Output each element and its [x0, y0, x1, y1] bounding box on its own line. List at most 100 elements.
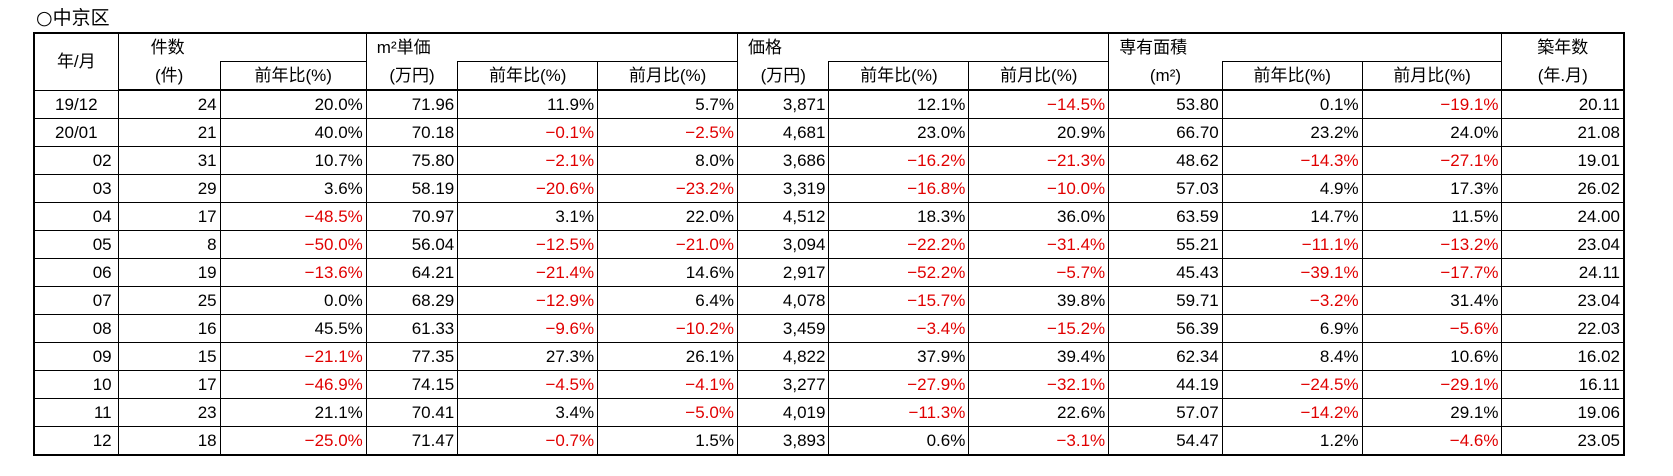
cell-area: 53.80: [1108, 89, 1223, 119]
cell-area: 48.62: [1108, 146, 1223, 175]
cell-price: 3,319: [736, 174, 830, 203]
cell-year-month: 20/01: [32, 118, 119, 147]
cell-count-yoy: 21.1%: [219, 398, 367, 427]
cell-age: 21.08: [1501, 118, 1626, 147]
cell-age: 16.02: [1501, 342, 1626, 371]
cell-area: 55.21: [1108, 230, 1223, 259]
cell-count: 17: [117, 202, 221, 231]
cell-area-mom: 31.4%: [1361, 286, 1503, 315]
cell-year-month: 19/12: [32, 89, 119, 119]
cell-area: 44.19: [1108, 370, 1223, 399]
cell-year-month: 03: [32, 174, 119, 203]
cell-area-mom: 24.0%: [1361, 118, 1503, 147]
cell-price: 4,681: [736, 118, 830, 147]
cell-unit-price-yoy: −20.6%: [457, 174, 599, 203]
cell-unit-price-mom: 5.7%: [597, 89, 738, 119]
cell-price-mom: −15.2%: [968, 314, 1110, 343]
cell-year-month: 05: [32, 230, 119, 259]
cell-area-yoy: −14.3%: [1221, 146, 1363, 175]
cell-price-mom: −32.1%: [968, 370, 1110, 399]
cell-area-yoy: −3.2%: [1221, 286, 1363, 315]
cell-area-mom: −27.1%: [1361, 146, 1503, 175]
cell-unit-price-yoy: −0.7%: [457, 426, 599, 456]
cell-unit-price-yoy: 3.1%: [457, 202, 599, 231]
table-row: 05 8 −50.0% 56.04 −12.5% −21.0% 3,094 −22.2% −31…: [32, 230, 1626, 259]
cell-price-yoy: −22.2%: [828, 230, 970, 259]
cell-price: 4,078: [736, 286, 830, 315]
cell-unit-price-mom: 8.0%: [597, 146, 738, 175]
cell-area-mom: 29.1%: [1361, 398, 1503, 427]
cell-price-yoy: −3.4%: [828, 314, 970, 343]
cell-unit-price-mom: 14.6%: [597, 258, 738, 287]
cell-area-mom: 10.6%: [1361, 342, 1503, 371]
header-age: 築年数: [1501, 32, 1626, 62]
cell-count-yoy: 10.7%: [219, 146, 367, 175]
cell-area: 63.59: [1108, 202, 1223, 231]
cell-area-yoy: −24.5%: [1221, 370, 1363, 399]
cell-unit-price-yoy: −2.1%: [457, 146, 599, 175]
header-price-mom: 前月比(%): [968, 61, 1110, 91]
cell-price: 3,094: [736, 230, 830, 259]
cell-price-mom: 39.4%: [968, 342, 1110, 371]
table-row: 12 18 −25.0% 71.47 −0.7% 1.5% 3,893 0.6% −3.1% 54…: [32, 426, 1626, 456]
cell-price: 4,019: [736, 398, 830, 427]
cell-unit-price-yoy: −0.1%: [457, 118, 599, 147]
cell-age: 23.04: [1501, 230, 1626, 259]
cell-price-mom: −10.0%: [968, 174, 1110, 203]
header-area-mom: 前月比(%): [1361, 61, 1503, 91]
table-body: 19/12 24 20.0% 71.96 11.9% 5.7% 3,871 12.1% −14.…: [32, 89, 1626, 456]
cell-price-yoy: −16.2%: [828, 146, 970, 175]
cell-area-mom: −5.6%: [1361, 314, 1503, 343]
cell-count: 8: [117, 230, 221, 259]
cell-unit-price: 61.33: [365, 314, 459, 343]
cell-unit-price-mom: 26.1%: [597, 342, 738, 371]
cell-count: 25: [117, 286, 221, 315]
cell-count-yoy: −21.1%: [219, 342, 367, 371]
cell-unit-price: 77.35: [365, 342, 459, 371]
header-area: 専有面積: [1108, 32, 1223, 62]
district-title: ○中京区: [36, 7, 110, 29]
table-row: 09 15 −21.1% 77.35 27.3% 26.1% 4,822 37.9% 39.4%…: [32, 342, 1626, 371]
cell-unit-price-mom: −21.0%: [597, 230, 738, 259]
cell-count: 29: [117, 174, 221, 203]
cell-count-yoy: 45.5%: [219, 314, 367, 343]
cell-area: 59.71: [1108, 286, 1223, 315]
cell-count-yoy: 0.0%: [219, 286, 367, 315]
cell-unit-price-yoy: −21.4%: [457, 258, 599, 287]
header-price-unit: (万円): [736, 61, 830, 91]
cell-area: 54.47: [1108, 426, 1223, 456]
cell-unit-price-yoy: 11.9%: [457, 89, 599, 119]
cell-unit-price-mom: 22.0%: [597, 202, 738, 231]
cell-year-month: 08: [32, 314, 119, 343]
cell-price: 3,277: [736, 370, 830, 399]
cell-unit-price-yoy: −12.5%: [457, 230, 599, 259]
cell-age: 26.02: [1501, 174, 1626, 203]
cell-unit-price-yoy: −4.5%: [457, 370, 599, 399]
cell-price-yoy: −11.3%: [828, 398, 970, 427]
cell-year-month: 11: [32, 398, 119, 427]
header-area-yoy: 前年比(%): [1221, 61, 1363, 91]
cell-area-yoy: 0.1%: [1221, 89, 1363, 119]
cell-age: 24.00: [1501, 202, 1626, 231]
cell-area-yoy: −14.2%: [1221, 398, 1363, 427]
cell-unit-price: 58.19: [365, 174, 459, 203]
cell-price-mom: −5.7%: [968, 258, 1110, 287]
cell-price: 3,893: [736, 426, 830, 456]
cell-area-yoy: 14.7%: [1221, 202, 1363, 231]
cell-price-yoy: 23.0%: [828, 118, 970, 147]
cell-area-yoy: 6.9%: [1221, 314, 1363, 343]
cell-price-mom: −21.3%: [968, 146, 1110, 175]
table-row: 11 23 21.1% 70.41 3.4% −5.0% 4,019 −11.3% 22.6% 5…: [32, 398, 1626, 427]
cell-price-yoy: −16.8%: [828, 174, 970, 203]
header-count-unit: (件): [117, 61, 221, 91]
cell-year-month: 07: [32, 286, 119, 315]
cell-area: 66.70: [1108, 118, 1223, 147]
cell-count: 18: [117, 426, 221, 456]
cell-unit-price-yoy: 3.4%: [457, 398, 599, 427]
statistics-table: 年/月 件数 m²単価 価格 専有面積 築年数 (件) 前年比(%) (万円) …: [32, 32, 1626, 456]
cell-count: 24: [117, 89, 221, 119]
cell-unit-price-yoy: 27.3%: [457, 342, 599, 371]
cell-unit-price-mom: −10.2%: [597, 314, 738, 343]
cell-area-mom: 11.5%: [1361, 202, 1503, 231]
cell-area-yoy: 8.4%: [1221, 342, 1363, 371]
